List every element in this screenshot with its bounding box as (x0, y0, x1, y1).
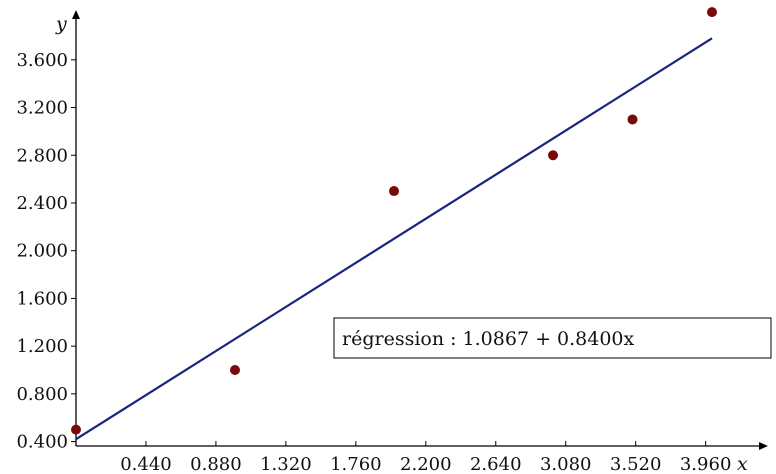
y-tick-label: 3.200 (16, 98, 68, 119)
data-points (71, 7, 717, 435)
y-axis-arrow (72, 10, 80, 19)
regression-line (75, 37, 713, 441)
y-tick-label: 0.800 (16, 384, 68, 405)
data-point (71, 424, 81, 435)
axes (72, 10, 768, 450)
x-tick-label: 1.320 (260, 454, 312, 474)
data-point (230, 365, 240, 375)
regression-legend: régression : 1.0867 + 0.8400x (333, 317, 772, 359)
y-tick-label: 2.400 (16, 193, 68, 214)
y-axis-title: y (55, 13, 67, 35)
data-point (548, 150, 558, 161)
x-tick-label: 3.960 (680, 454, 732, 474)
y-tick-label: 0.400 (16, 432, 68, 453)
y-tick-label: 2.000 (16, 241, 68, 262)
y-tick-label: 1.200 (16, 336, 68, 357)
data-point (627, 114, 638, 125)
x-tick-label: 0.440 (120, 454, 172, 474)
legend-box (333, 317, 772, 359)
x-tick-label: 2.200 (400, 454, 452, 474)
x-tick-label: 1.760 (330, 454, 382, 474)
x-axis-title: x (737, 453, 748, 474)
x-tick-label: 0.880 (190, 454, 242, 474)
x-tick-label: 2.640 (470, 454, 522, 474)
y-ticks: 0.400 0.800 1.200 1.600 2.000 2.400 2.800 3.200… (16, 50, 76, 453)
y-tick-label: 2.800 (16, 145, 68, 166)
x-axis-arrow (759, 442, 768, 450)
data-point (707, 7, 717, 18)
legend-label: régression : 1.0867 + 0.8400x (342, 328, 635, 350)
data-point (389, 186, 399, 197)
y-tick-label: 1.600 (16, 288, 68, 309)
x-tick-label: 3.520 (610, 454, 662, 474)
x-ticks: 0.440 0.880 1.320 1.760 2.200 2.640 3.080 3.520… (120, 441, 731, 474)
y-tick-label: 3.600 (16, 50, 68, 71)
x-tick-label: 3.080 (540, 454, 592, 474)
